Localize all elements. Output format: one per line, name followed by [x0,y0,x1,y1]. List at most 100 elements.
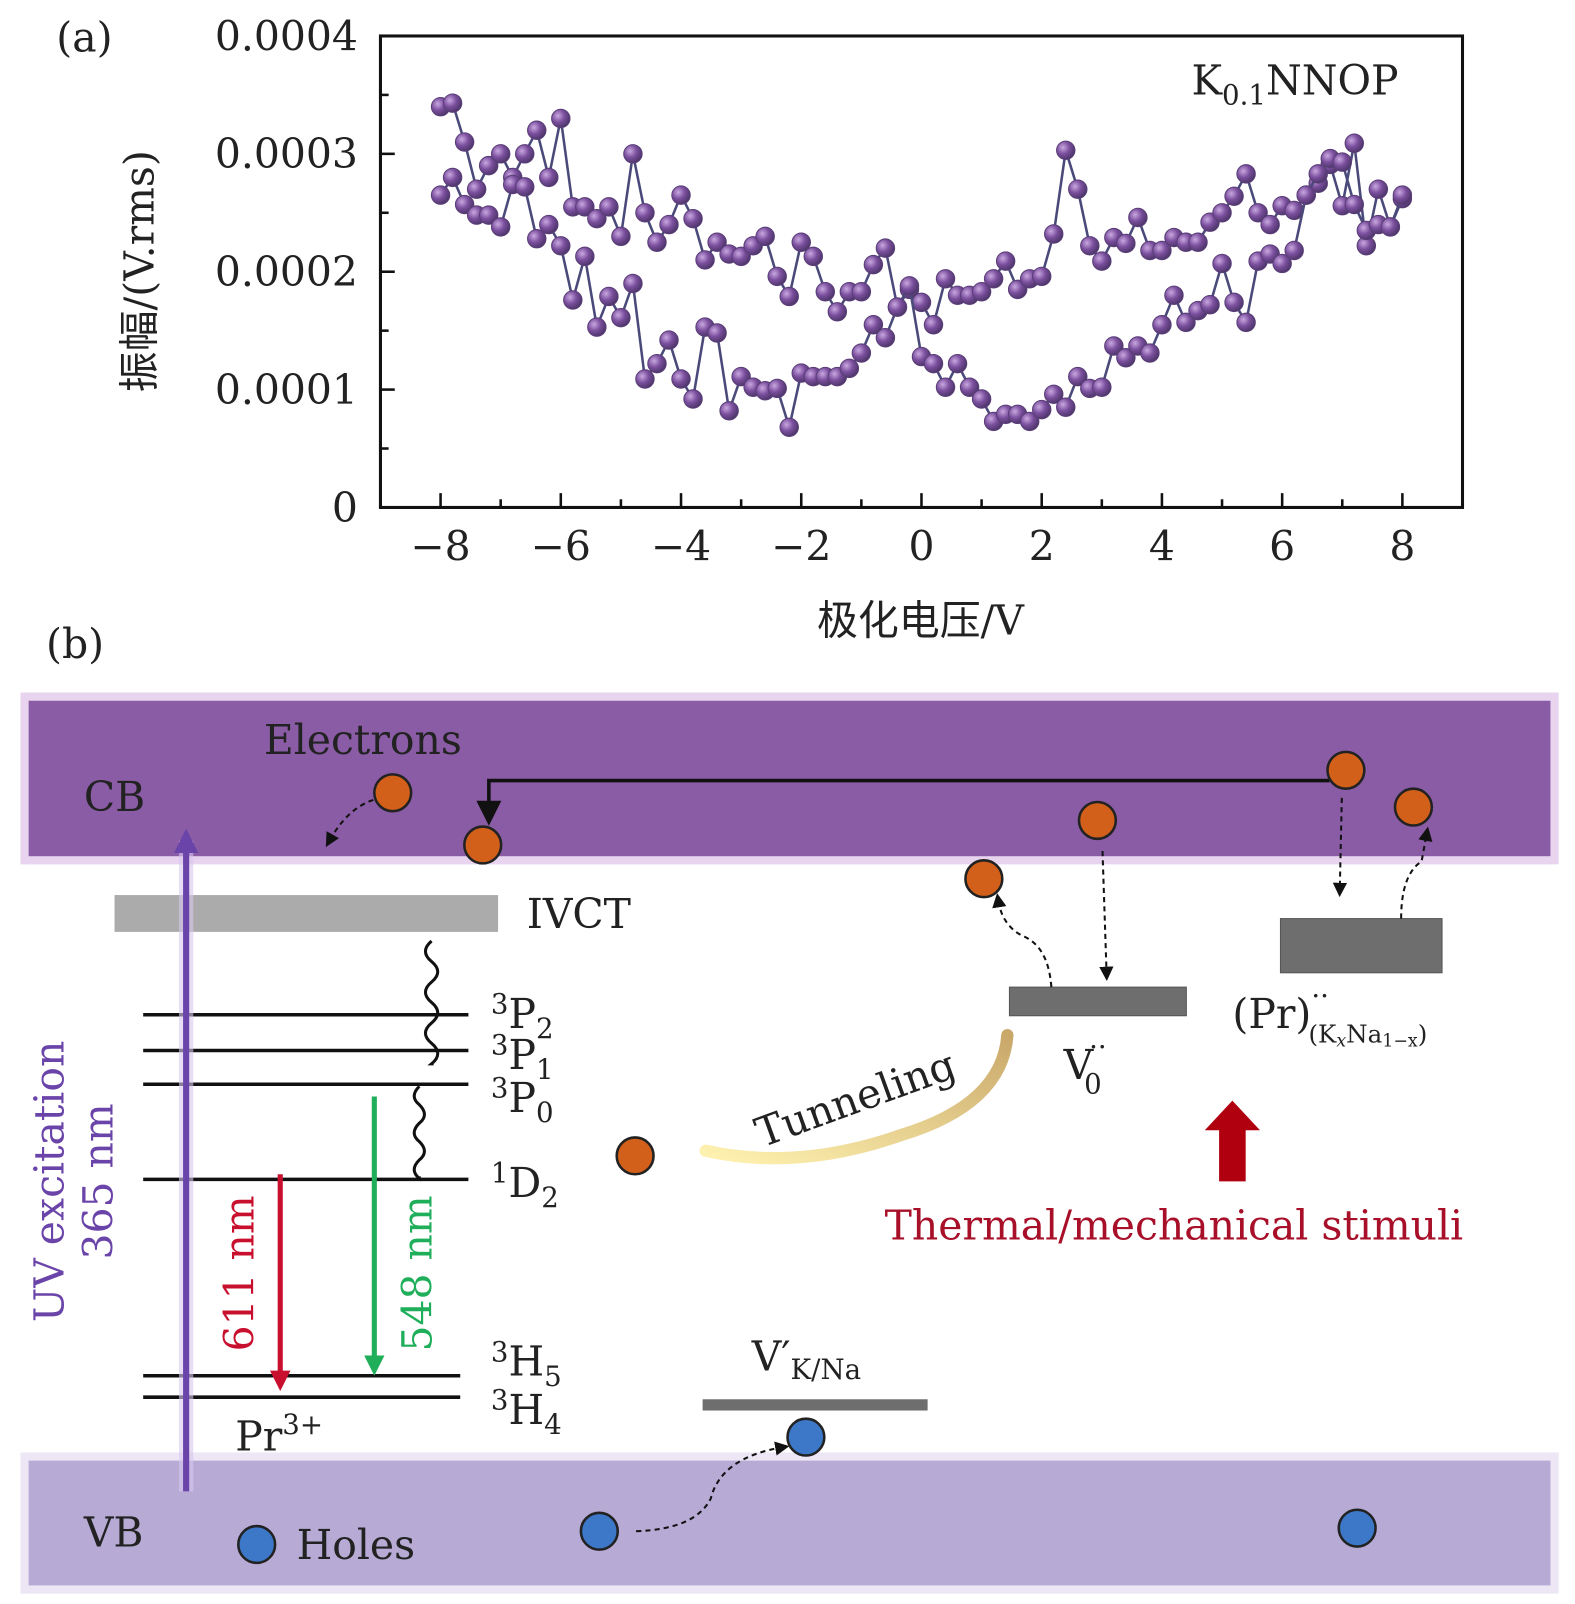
nonradiative-relaxation-2-icon [412,1085,426,1182]
pr3-ion-label: Pr3+ [235,1408,323,1460]
y-tick-label: 0.0002 [215,248,358,296]
data-point [779,417,799,438]
data-point [623,273,643,294]
data-point [611,226,631,247]
level-labels: 3P2 3P1 3P0 1D2 3H5 3H4 [491,988,562,1441]
data-point [971,389,992,409]
level-label-3p0: 3P0 [491,1072,554,1130]
data-point [707,323,727,343]
data-point [1308,164,1328,184]
data-point [1224,186,1244,206]
data-point [515,177,535,197]
uv-label: UV excitation [25,1041,73,1323]
data-point [442,93,463,113]
plot-frame [378,34,1465,509]
data-point [611,307,631,328]
holes-label: Holes [297,1521,416,1569]
data-point [1236,312,1256,333]
level-label-3p2: 3P2 [491,988,554,1046]
data-point [959,377,980,397]
data-point [490,144,511,164]
electron [964,859,1004,899]
data-point [791,232,811,252]
data-point [1188,232,1208,252]
data-point [478,205,499,225]
electron [615,1136,655,1176]
data-point [899,276,920,296]
data-point [587,317,607,337]
x-tick-label: −8 [410,523,470,571]
data-point [1031,266,1052,287]
data-point [671,185,691,205]
chart-a: −8 −6 −4 −2 0 2 4 6 8 00.00010.00020.00030.0004 … [115,12,1465,644]
hole [786,1417,826,1457]
data-point [923,315,944,335]
data-point [839,358,860,379]
pr-defect-label: (Pr)·· (KxNa1−x) [1232,980,1427,1052]
data-point [815,282,836,302]
pr-energy-levels [143,1012,469,1400]
data-point [1068,179,1088,199]
data-point [863,254,884,275]
carriers [237,750,1434,1565]
data-point [1044,384,1064,405]
data-point [647,353,667,374]
axis-ticks [379,34,1464,509]
data-point [1128,207,1148,228]
data-point [490,217,511,237]
data-point [1296,185,1316,205]
data-point [923,353,944,374]
y-axis-title: 振幅/(V.rms) [115,150,163,392]
data-point [971,282,992,302]
data-point [1152,240,1172,261]
vk-na-label: V′K/Na [751,1333,861,1386]
data-point [1368,179,1389,199]
data-point [875,328,896,348]
x-tick-label: 8 [1389,523,1415,571]
data-point [1332,152,1352,172]
data-point [803,246,823,267]
tunneling-arrow [699,1029,1014,1165]
pr-release-arrow [1400,826,1433,919]
data-point [1200,295,1220,315]
data-point [911,292,932,313]
panel-a-label: (a) [56,13,112,61]
data-point [1380,217,1401,237]
data-point [683,208,703,229]
data-point [1080,236,1100,256]
y-tick-label: 0.0001 [215,366,358,414]
tunneling-label: Tunneling [749,1040,962,1157]
dashed-transitions [325,797,1433,1533]
level-label-1d2: 1D2 [491,1156,559,1214]
data-point [1152,315,1172,335]
vo-trap-level [1008,986,1187,1017]
vo-capture-arrow [1099,851,1114,981]
pr-capture-arrow [1332,797,1348,898]
data-point [1116,233,1136,254]
vb-label: VB [83,1509,144,1557]
data-point [1344,133,1365,153]
y-tick-labels: 0 0.0001 0.0002 0.0003 0.0004 [215,12,358,531]
data-point [539,214,559,235]
electron [1326,750,1366,790]
cb-label: CB [84,773,145,821]
pr-defect-trap-level [1279,918,1443,974]
data-point [454,132,475,152]
level-label-3h4: 3H4 [491,1384,562,1442]
data-point [1344,194,1365,215]
data-point [947,353,968,374]
data-point [1116,348,1136,368]
electron [1393,787,1434,827]
data-point [575,246,595,267]
x-tick-label: 2 [1029,523,1055,571]
data-point [515,144,535,164]
vo-release-arrow [992,893,1053,988]
electron-transfer-arrow [476,778,1330,826]
valence-band [28,1460,1551,1586]
data-point [635,203,655,223]
data-point [1248,203,1268,223]
ivct-band [114,895,499,932]
data-point [1212,203,1232,223]
data-series [430,93,1413,438]
hole-trap-arrow [636,1441,790,1533]
